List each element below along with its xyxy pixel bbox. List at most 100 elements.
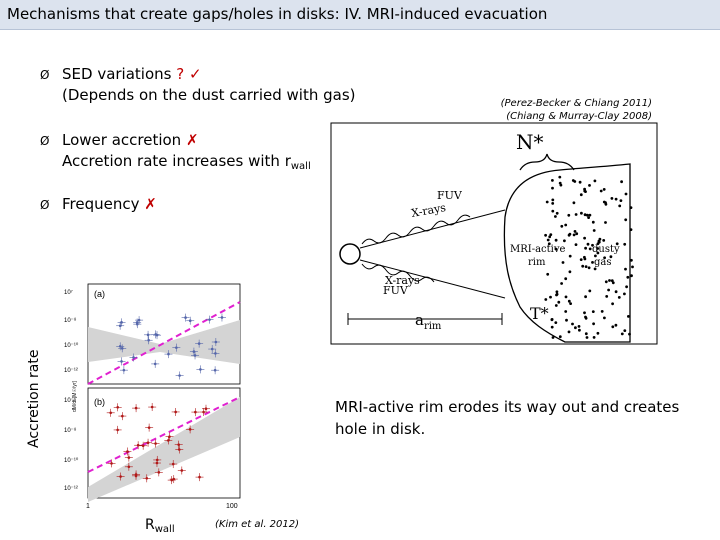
data-point [154,333,157,336]
data-point [180,469,184,472]
wavy-ray-top [361,214,471,245]
dust-dot [558,175,562,179]
dust-dot [555,290,559,294]
y-tick-a-3: 10⁻¹⁰ [64,342,79,349]
dust-dot [610,197,614,200]
data-point [137,318,141,322]
dust-dot [631,265,634,269]
data-point [154,442,157,445]
dusty-label-line2: gas [594,257,612,268]
data-point [136,322,139,326]
data-point [136,443,140,447]
dust-dot [604,221,607,224]
data-point [197,342,201,345]
dust-dot [600,310,604,313]
data-point [168,435,171,438]
data-point [214,340,218,344]
data-point [146,333,150,337]
dust-dot [572,233,576,237]
bullet-detail: (Depends on the dust carried with gas) [62,86,356,104]
panel-a-band [88,320,240,364]
xrays-bottom-label: X-rays [385,274,420,287]
data-point [150,405,154,409]
dust-dot [591,310,595,313]
bullet-label: Lower accretion [62,131,182,149]
dusty-gas-dots [544,175,634,339]
dust-dot [623,242,627,246]
data-point [121,414,124,418]
dust-dot [554,247,558,251]
dust-dot [567,213,571,217]
dust-dot [558,181,562,185]
data-point [110,462,113,465]
data-point [177,448,181,451]
dust-dot [583,255,586,259]
data-point [202,410,205,414]
dust-dot [588,247,592,251]
data-point [166,439,170,442]
data-point [188,319,192,323]
dust-dot [627,315,630,318]
dust-dot [593,267,597,271]
dust-dot [610,279,614,283]
dust-dot [564,310,568,313]
bullet-label: Frequency [62,195,140,213]
dust-dot [596,331,600,335]
y-tick-b-3: 10⁻¹⁰ [64,457,79,464]
star-icon [339,243,361,265]
dust-dot [604,280,608,284]
dust-dot [588,213,592,217]
bullet-detail-sub: wall [290,161,311,172]
dust-dot [583,189,587,193]
dust-dot [630,274,633,278]
dust-dot [620,180,623,184]
plot-ylabel: Accretion rate [26,349,42,449]
dust-dot [591,243,594,247]
dust-dot [608,279,611,282]
bullet-arrow-icon: Ø [40,134,50,148]
slide-title: Mechanisms that create gaps/holes in dis… [7,5,548,23]
dust-dot [581,264,585,268]
plot-xlabel-sub: wall [154,524,175,535]
data-point [198,475,201,479]
reference-top: (Perez-Becker & Chiang 2011) (Chiang & M… [440,97,652,123]
mri-label-line2: rim [528,257,546,268]
panel-b-label: (b) [94,397,105,407]
data-point [194,410,197,414]
t-star-label: T* [530,304,549,323]
data-point [184,316,187,319]
dust-dot [587,216,590,219]
dust-dot [592,229,596,232]
data-point [213,368,217,372]
dust-dot [564,295,568,299]
dust-dot [557,300,561,304]
dust-dot [599,189,603,193]
data-point [210,347,214,351]
dust-dot [592,322,595,326]
data-point [118,324,122,328]
dust-dot [587,266,591,270]
dust-dot [571,322,574,326]
mri-rim-diagram: N* FUV X-rays MRI-active rim dusty gas X… [330,122,658,345]
dust-dot [620,332,624,336]
data-point [208,318,211,321]
dust-dot [598,237,602,241]
bullet-label: SED variations [62,65,172,83]
data-point [171,462,175,466]
a-rim-label: arim [415,311,442,332]
dust-dot [574,243,578,246]
panel-b-trend-line [87,396,241,473]
y-tick-b-2: 10⁻⁸ [64,427,77,434]
bullet-accretion: Ø Lower accretion ✗ Accretion rate increa… [40,130,311,177]
dust-dot [591,261,594,264]
dust-dot [586,242,590,246]
dust-dot [572,201,576,205]
dust-dot [547,242,551,246]
data-point [214,352,217,355]
dust-dot [568,254,572,258]
dust-dot [551,202,555,205]
dust-dot [554,321,558,324]
a-rim-main: a [415,311,424,329]
dust-dot [593,179,597,183]
dust-dot [546,238,550,242]
